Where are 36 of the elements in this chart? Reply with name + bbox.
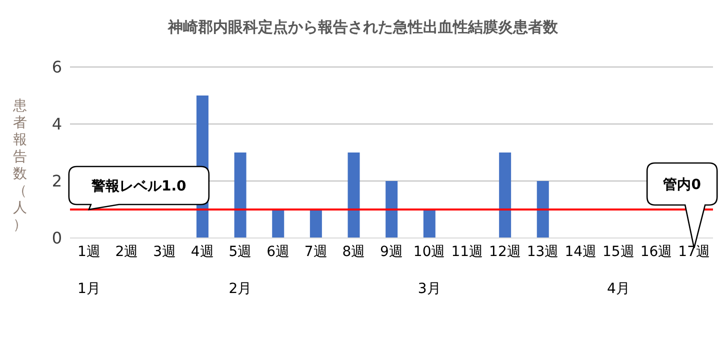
bar (310, 210, 322, 238)
x-tick-label: 13週 (526, 244, 559, 260)
x-tick-label: 11週 (451, 244, 484, 260)
bar (536, 181, 549, 238)
text: 3月 (416, 280, 442, 298)
y-tick-label: 2 (52, 172, 62, 191)
bar (348, 152, 360, 238)
y-axis-title: 患者報告数（人） (12, 98, 28, 234)
x-tick-label: 5週 (228, 244, 252, 260)
x-tick-label: 4週 (190, 244, 214, 260)
bar (386, 181, 398, 238)
x-tick-label: 7週 (304, 244, 328, 260)
y-tick-label: 6 (52, 58, 62, 77)
bar (272, 210, 284, 238)
text: 4月 (606, 280, 631, 298)
x-tick-label: 14週 (564, 244, 597, 260)
annotation: 警報レベル1.0 (90, 178, 187, 194)
bar (499, 152, 512, 238)
x-tick-label: 3週 (153, 244, 176, 260)
x-tick-label: 12週 (489, 244, 521, 260)
x-tick-label: 10週 (413, 244, 446, 260)
x-tick-label: 16週 (640, 244, 672, 260)
annotation: 管内0 (662, 177, 702, 193)
chart-title: 神崎郡内眼科定点から報告された急性出血性結膜炎患者数 (166, 18, 559, 37)
text: 1月 (76, 280, 102, 298)
x-tick-label: 2週 (115, 244, 138, 260)
x-tick-label: 9週 (380, 244, 403, 260)
bar (423, 210, 436, 238)
x-tick-label: 1週 (77, 244, 100, 260)
y-tick-label: 4 (52, 114, 62, 134)
bar (234, 152, 246, 238)
x-tick-label: 6週 (266, 244, 290, 260)
text: 2月 (228, 280, 253, 298)
x-tick-label: 8週 (342, 244, 366, 260)
x-tick-label: 15週 (602, 244, 634, 260)
y-tick-label: 0 (52, 228, 62, 248)
